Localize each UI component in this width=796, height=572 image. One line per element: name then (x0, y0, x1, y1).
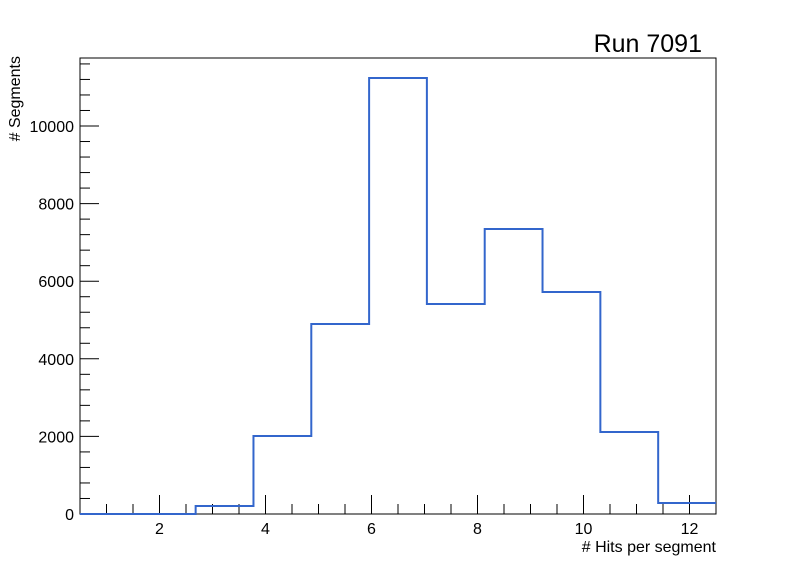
y-axis: 0 2000 4000 6000 8000 10000 (30, 63, 99, 524)
x-tick-label: 12 (681, 521, 699, 538)
histogram-bin (427, 304, 485, 514)
histogram-line (80, 77, 716, 515)
x-tick-label: 2 (155, 521, 164, 538)
histogram-bin (311, 324, 369, 514)
y-tick-label: 8000 (38, 197, 74, 214)
histogram-bin (369, 78, 427, 514)
histogram-bin (196, 506, 254, 514)
histogram-bin (253, 436, 311, 514)
chart-title: Run 7091 (594, 30, 702, 58)
x-axis: 2 4 6 8 10 12 (79, 495, 717, 538)
histogram-bin (485, 229, 543, 514)
plot-frame (79, 57, 717, 515)
x-tick-label: 8 (473, 521, 482, 538)
histogram-bin (600, 432, 658, 514)
y-tick-label: 4000 (38, 352, 74, 369)
y-axis-label: # Segments (7, 56, 24, 141)
histogram-bin (543, 292, 601, 514)
y-tick-label: 2000 (38, 429, 74, 446)
x-tick-label: 4 (261, 521, 270, 538)
x-tick-label: 6 (367, 521, 376, 538)
x-axis-label: # Hits per segment (582, 539, 717, 556)
y-tick-label: 6000 (38, 274, 74, 291)
x-tick-label: 10 (575, 521, 593, 538)
histogram-bin (658, 503, 716, 514)
y-tick-label: 0 (65, 507, 74, 524)
y-tick-label: 10000 (30, 119, 75, 136)
